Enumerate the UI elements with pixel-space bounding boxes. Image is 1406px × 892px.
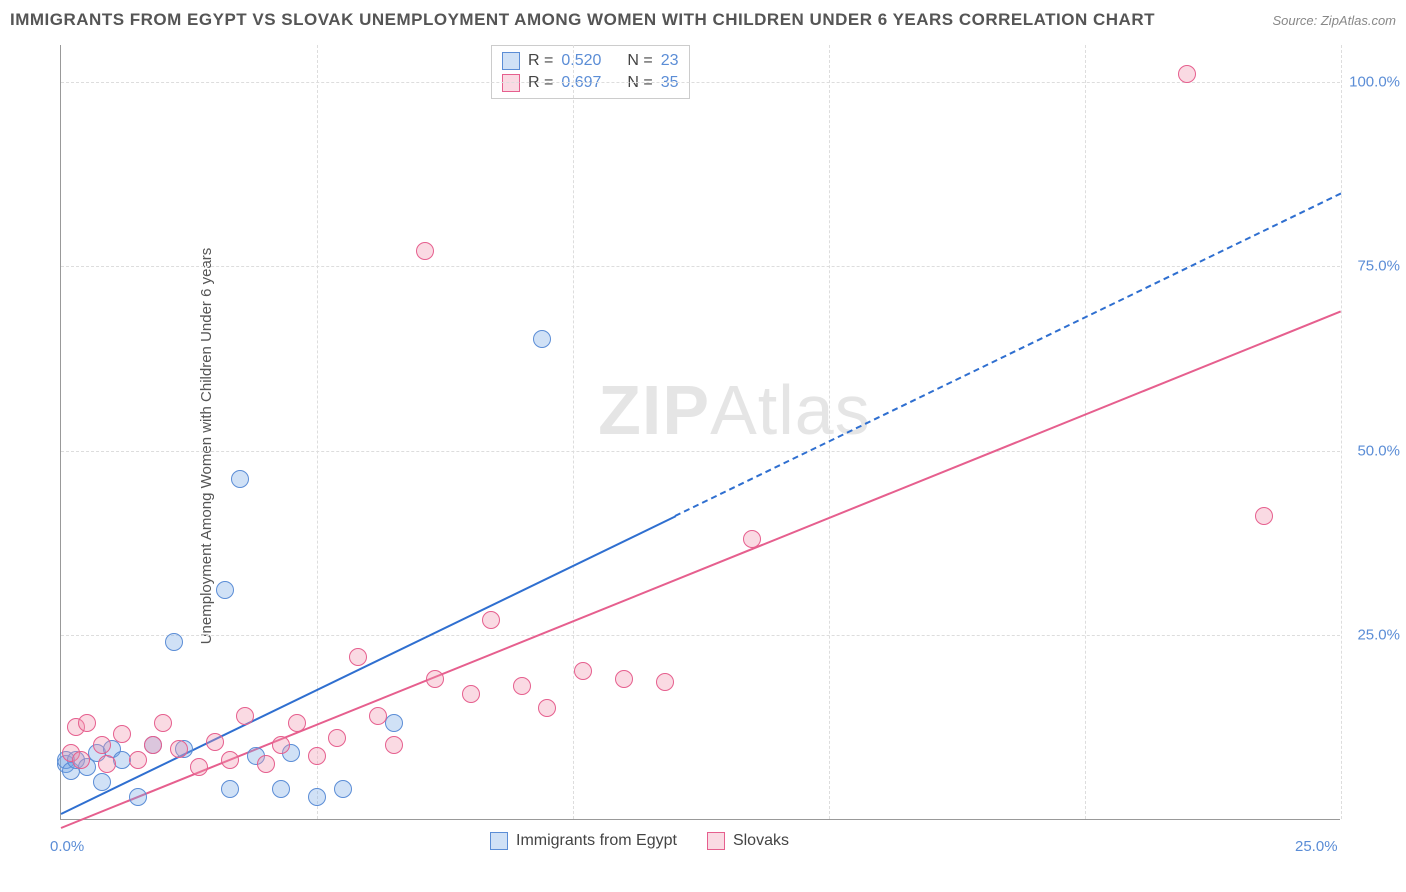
data-point: [482, 611, 500, 629]
data-point: [93, 736, 111, 754]
data-point: [231, 470, 249, 488]
legend-swatch: [502, 74, 520, 92]
data-point: [385, 714, 403, 732]
chart-header: IMMIGRANTS FROM EGYPT VS SLOVAK UNEMPLOY…: [10, 10, 1396, 30]
x-axis-tick-max: 25.0%: [1295, 838, 1338, 855]
x-axis-tick-min: 0.0%: [50, 838, 84, 855]
data-point: [98, 755, 116, 773]
y-axis-tick-label: 50.0%: [1345, 442, 1400, 459]
watermark-bold: ZIP: [598, 371, 710, 449]
watermark-light: Atlas: [710, 371, 871, 449]
data-point: [574, 662, 592, 680]
data-point: [308, 788, 326, 806]
data-point: [206, 733, 224, 751]
data-point: [221, 751, 239, 769]
data-point: [221, 780, 239, 798]
legend-series-item: Immigrants from Egypt: [490, 832, 677, 850]
gridline-vertical: [317, 45, 318, 819]
legend-correlation-row: R = 0.697 N = 35: [502, 72, 679, 94]
data-point: [462, 685, 480, 703]
legend-correlation: R = 0.520 N = 23 R = 0.697 N = 35: [491, 45, 690, 99]
trend-line-dashed: [675, 193, 1341, 517]
legend-n-label: N =: [627, 52, 652, 70]
data-point: [78, 714, 96, 732]
data-point: [72, 751, 90, 769]
data-point: [308, 747, 326, 765]
gridline-vertical: [573, 45, 574, 819]
legend-series-label: Slovaks: [733, 832, 789, 850]
gridline-horizontal: [61, 82, 1340, 83]
legend-n-value: 23: [661, 52, 679, 70]
legend-swatch: [490, 832, 508, 850]
data-point: [349, 648, 367, 666]
legend-swatch: [707, 832, 725, 850]
data-point: [236, 707, 254, 725]
data-point: [129, 751, 147, 769]
data-point: [334, 780, 352, 798]
data-point: [328, 729, 346, 747]
data-point: [93, 773, 111, 791]
data-point: [257, 755, 275, 773]
data-point: [385, 736, 403, 754]
data-point: [416, 242, 434, 260]
data-point: [190, 758, 208, 776]
data-point: [288, 714, 306, 732]
y-axis-tick-label: 25.0%: [1345, 627, 1400, 644]
y-axis-tick-label: 100.0%: [1345, 73, 1400, 90]
data-point: [272, 736, 290, 754]
gridline-vertical: [1085, 45, 1086, 819]
legend-r-value: 0.697: [561, 74, 601, 92]
data-point: [369, 707, 387, 725]
data-point: [656, 673, 674, 691]
gridline-horizontal: [61, 266, 1340, 267]
data-point: [533, 330, 551, 348]
scatter-chart: ZIPAtlas R =0.520N =23R =0.697N =35 25.0…: [60, 45, 1340, 820]
data-point: [513, 677, 531, 695]
data-point: [743, 530, 761, 548]
gridline-horizontal: [61, 635, 1340, 636]
data-point: [165, 633, 183, 651]
data-point: [1178, 65, 1196, 83]
legend-n-label: N =: [627, 74, 652, 92]
data-point: [113, 725, 131, 743]
data-point: [615, 670, 633, 688]
legend-series: Immigrants from Egypt Slovaks: [490, 832, 789, 850]
data-point: [129, 788, 147, 806]
chart-source: Source: ZipAtlas.com: [1272, 13, 1396, 28]
legend-correlation-row: R = 0.520 N = 23: [502, 50, 679, 72]
y-axis-tick-label: 75.0%: [1345, 258, 1400, 275]
legend-n-value: 35: [661, 74, 679, 92]
legend-r-value: 0.520: [561, 52, 601, 70]
data-point: [154, 714, 172, 732]
legend-r-label: R =: [528, 52, 553, 70]
data-point: [272, 780, 290, 798]
legend-series-label: Immigrants from Egypt: [516, 832, 677, 850]
legend-series-item: Slovaks: [707, 832, 789, 850]
chart-title: IMMIGRANTS FROM EGYPT VS SLOVAK UNEMPLOY…: [10, 10, 1155, 30]
data-point: [1255, 507, 1273, 525]
data-point: [426, 670, 444, 688]
gridline-horizontal: [61, 451, 1340, 452]
legend-r-label: R =: [528, 74, 553, 92]
legend-swatch: [502, 52, 520, 70]
gridline-vertical: [829, 45, 830, 819]
data-point: [216, 581, 234, 599]
data-point: [170, 740, 188, 758]
data-point: [144, 736, 162, 754]
data-point: [538, 699, 556, 717]
gridline-vertical: [1341, 45, 1342, 819]
